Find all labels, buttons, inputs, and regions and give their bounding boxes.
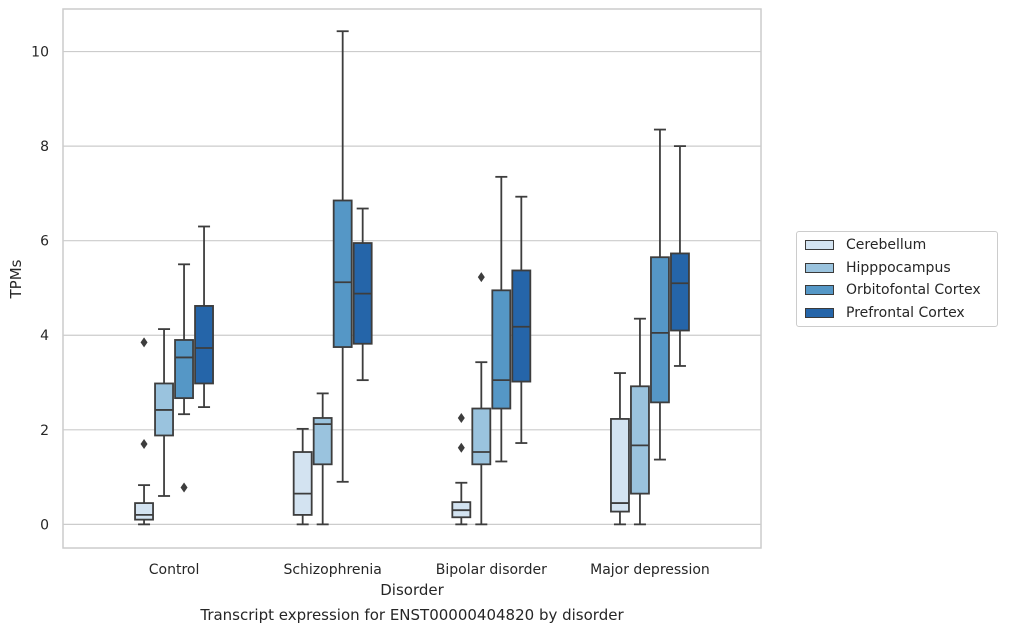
y-tick-label: 2 (40, 423, 49, 439)
box-body (194, 305, 214, 385)
box (174, 263, 194, 493)
y-axis-label: TPMs (7, 259, 25, 299)
legend-label-cerebellum: Cerebellum (846, 237, 927, 254)
box (154, 328, 174, 497)
box (451, 412, 472, 526)
outlier-point (457, 412, 465, 423)
legend-label-hippocampus: Hipppocampus (846, 259, 951, 276)
box (352, 207, 373, 382)
box (134, 337, 154, 526)
box (312, 392, 333, 526)
box-body (630, 385, 650, 495)
y-tick-label: 0 (40, 517, 49, 533)
legend-item-cerebellum: Cerebellum (805, 234, 997, 257)
box (491, 175, 512, 463)
outlier-point (477, 272, 485, 283)
x-axis-label: Disorder (380, 581, 444, 599)
legend: Cerebellum Hipppocampus Orbitofontal Cor… (796, 231, 998, 327)
series-hipppocampus (154, 272, 650, 526)
plot-frame (62, 8, 762, 549)
y-tick-label: 6 (40, 234, 49, 250)
box-body (312, 417, 333, 466)
legend-swatch-hippocampus (805, 262, 834, 273)
x-tick-label: Major depression (590, 562, 710, 578)
box (332, 30, 353, 483)
box-body (292, 451, 313, 516)
box (670, 145, 690, 367)
x-tick-label: Schizophrenia (283, 562, 381, 578)
outlier-point (140, 337, 148, 348)
y-tick-label: 8 (40, 139, 49, 155)
y-tick-labels: 0 2 4 6 8 10 (31, 45, 49, 534)
legend-swatch-cerebellum (805, 240, 834, 251)
legend-item-hippocampus: Hipppocampus (805, 257, 997, 280)
outlier-point (457, 442, 465, 453)
legend-label-prefrontal-cortex: Prefrontal Cortex (846, 304, 965, 321)
outlier-point (180, 482, 188, 493)
box (511, 195, 532, 444)
box (630, 317, 650, 526)
x-tick-labels: Control Schizophrenia Bipolar disorder Majo… (149, 562, 710, 578)
series-cerebellum (134, 337, 630, 526)
boxplot-series (134, 30, 690, 526)
legend-swatch-orbitofrontal-cortex (805, 285, 834, 296)
outlier-point (140, 438, 148, 449)
series-orbitofontal-cortex (174, 30, 670, 493)
box-body (650, 256, 670, 404)
figure-caption: Transcript expression for ENST0000040482… (200, 606, 624, 624)
box (610, 372, 630, 526)
box (471, 272, 492, 526)
y-tick-label: 4 (40, 328, 49, 344)
box-body (491, 289, 512, 410)
series-prefrontal-cortex (194, 145, 690, 444)
y-tick-label: 10 (31, 45, 49, 61)
box (650, 128, 670, 461)
box (194, 225, 214, 409)
box-body (332, 199, 353, 348)
legend-item-orbitofrontal-cortex: Orbitofontal Cortex (805, 279, 997, 302)
box-body (471, 407, 492, 466)
box (292, 427, 313, 526)
legend-swatch-prefrontal-cortex (805, 307, 834, 318)
x-tick-label: Bipolar disorder (436, 562, 547, 578)
box-body (670, 252, 690, 332)
box-body (610, 418, 630, 513)
box-body (174, 339, 194, 400)
box-body (134, 502, 154, 521)
legend-label-orbitofrontal-cortex: Orbitofontal Cortex (846, 282, 981, 299)
legend-item-prefrontal-cortex: Prefrontal Cortex (805, 302, 997, 325)
x-tick-label: Control (149, 562, 200, 578)
